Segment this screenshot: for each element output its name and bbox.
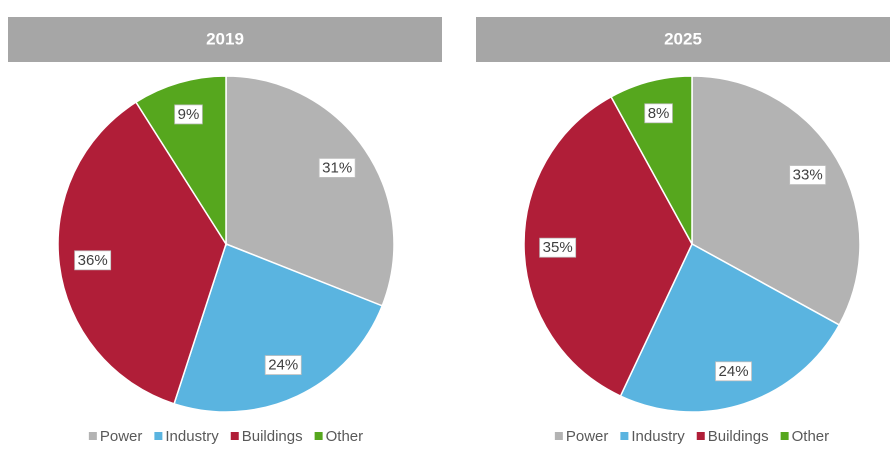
data-label: 24% xyxy=(715,361,752,382)
pie-slice xyxy=(57,101,227,405)
legend-label: Other xyxy=(792,428,830,444)
data-label-box xyxy=(318,158,356,178)
legend-label: Buildings xyxy=(242,428,303,444)
data-label: 24% xyxy=(264,355,302,375)
data-label: 8% xyxy=(644,103,673,124)
legend-swatch xyxy=(696,432,705,440)
data-label-text: 24% xyxy=(719,363,749,380)
legend-swatch xyxy=(554,432,563,440)
legend-label: Other xyxy=(326,428,364,444)
legend: Power Industry Buildings Other xyxy=(88,428,364,445)
data-label-box xyxy=(644,103,673,124)
pie-slice xyxy=(691,75,861,326)
data-label-text: 8% xyxy=(648,105,670,122)
data-label-box xyxy=(715,361,752,382)
legend-label: Power xyxy=(100,428,143,444)
data-label-text: 36% xyxy=(78,252,108,269)
data-label-box xyxy=(264,355,302,375)
pie-slice xyxy=(134,75,227,247)
legend-swatch xyxy=(780,432,789,440)
legend-swatch xyxy=(88,432,97,440)
pie-slice xyxy=(173,243,384,413)
title-bar xyxy=(8,17,442,62)
legend-label: Buildings xyxy=(708,428,769,444)
legend-label: Industry xyxy=(165,428,219,444)
legend-swatch xyxy=(314,432,323,440)
data-label: 31% xyxy=(318,158,356,178)
pie-slice xyxy=(619,242,841,413)
data-label-box xyxy=(174,104,203,125)
legend: Power Industry Buildings Other xyxy=(554,428,830,445)
data-label: 33% xyxy=(789,165,827,185)
legend-swatch xyxy=(620,432,629,440)
data-label-text: 33% xyxy=(793,167,823,184)
legend-label: Industry xyxy=(631,428,685,444)
legend-swatch xyxy=(154,432,163,440)
data-label: 9% xyxy=(174,104,203,125)
pie-slice xyxy=(225,75,395,307)
data-label: 36% xyxy=(74,250,112,271)
data-label-box xyxy=(539,237,577,258)
data-label-text: 9% xyxy=(178,106,200,123)
chart-title: 2025 xyxy=(664,29,702,48)
title-bar xyxy=(476,17,890,62)
data-label-text: 24% xyxy=(268,357,298,374)
legend-swatch xyxy=(230,432,239,440)
data-label-text: 35% xyxy=(543,239,573,256)
data-label-text: 31% xyxy=(322,159,352,176)
data-label-box xyxy=(789,165,827,185)
chart-title: 2019 xyxy=(206,29,244,48)
data-label-box xyxy=(74,250,112,271)
legend-label: Power xyxy=(566,428,609,444)
data-label: 35% xyxy=(539,237,577,258)
pie-slice xyxy=(523,95,693,398)
